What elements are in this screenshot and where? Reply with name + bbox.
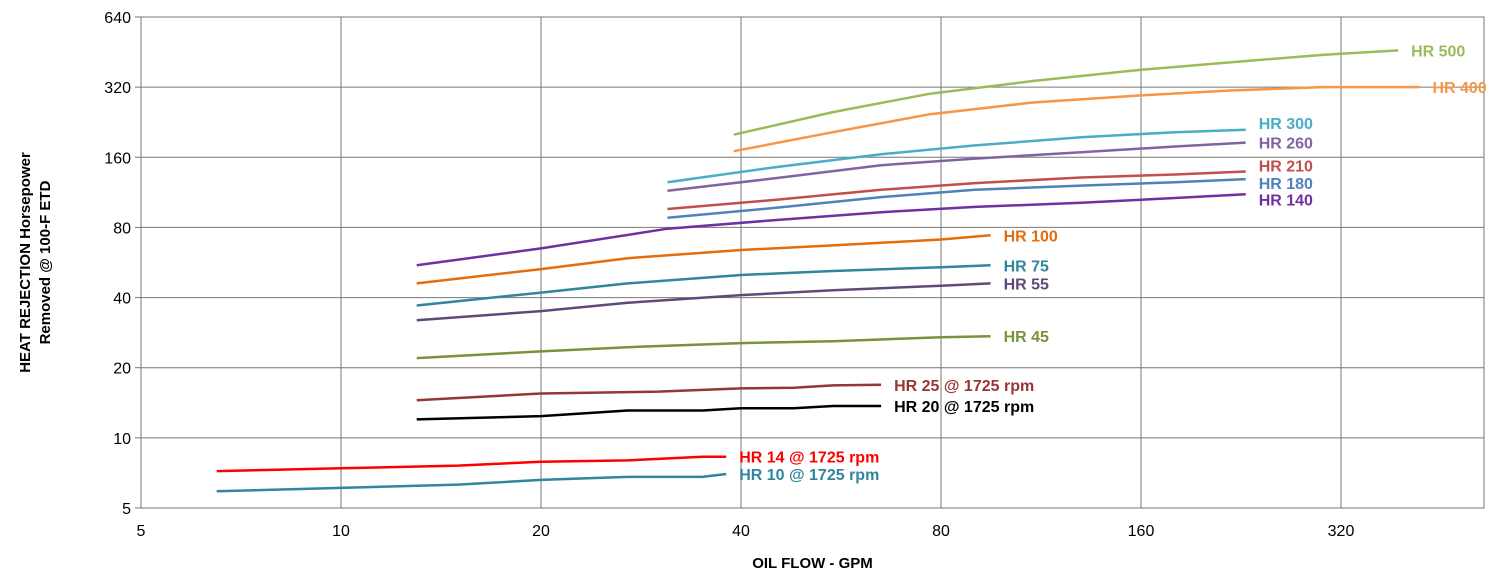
series-label-hr-10-1725-rpm: HR 10 @ 1725 rpm: [739, 467, 879, 484]
series-line-hr-25-1725-rpm: [416, 383, 882, 402]
plot-area: [140, 16, 1485, 509]
y-axis-title: HEAT REJECTION Horsepower Removed @ 100-…: [17, 152, 54, 373]
series-line-hr-210: [667, 170, 1246, 211]
x-axis-title: OIL FLOW - GPM: [752, 555, 873, 572]
series-line-hr-100: [416, 234, 991, 285]
x-tick-label: 10: [332, 523, 350, 540]
x-tick-label: 5: [137, 523, 146, 540]
series-label-hr-140: HR 140: [1259, 192, 1313, 209]
series-line-hr-10-1725-rpm: [216, 472, 727, 493]
series-line-hr-180: [667, 177, 1246, 220]
y-tick-label: 160: [104, 150, 131, 167]
x-tick-label: 20: [532, 523, 550, 540]
series-label-hr-20-1725-rpm: HR 20 @ 1725 rpm: [894, 399, 1034, 416]
series-label-hr-14-1725-rpm: HR 14 @ 1725 rpm: [739, 450, 879, 467]
series-line-hr-20-1725-rpm: [416, 404, 882, 421]
series-label-hr-400: HR 400: [1432, 80, 1486, 97]
series-label-hr-210: HR 210: [1259, 159, 1313, 176]
series-line-hr-260: [667, 141, 1246, 192]
y-tick-label: 320: [104, 80, 131, 97]
series-line-hr-45: [416, 334, 991, 360]
y-tick-label: 20: [113, 361, 131, 378]
series-label-hr-25-1725-rpm: HR 25 @ 1725 rpm: [894, 378, 1034, 395]
series-line-hr-55: [416, 282, 991, 322]
y-tick-label: 640: [104, 10, 131, 27]
series-label-hr-75: HR 75: [1004, 258, 1049, 275]
grid: [135, 16, 1484, 509]
series-label-hr-260: HR 260: [1259, 136, 1313, 153]
series-line-hr-14-1725-rpm: [216, 455, 727, 473]
series: [216, 49, 1420, 493]
x-tick-label: 80: [932, 523, 950, 540]
y-tick-label: 40: [113, 291, 131, 308]
y-tick-label: 10: [113, 431, 131, 448]
series-label-hr-500: HR 500: [1411, 43, 1465, 60]
y-axis-title-line-1: HEAT REJECTION Horsepower: [17, 152, 34, 373]
series-line-hr-75: [416, 264, 991, 307]
series-line-hr-140: [416, 193, 1246, 267]
series-line-hr-500: [733, 49, 1399, 136]
series-label-hr-300: HR 300: [1259, 116, 1313, 133]
series-label-hr-45: HR 45: [1004, 329, 1049, 346]
series-label-hr-100: HR 100: [1004, 228, 1058, 245]
x-tick-label: 320: [1328, 523, 1355, 540]
series-line-hr-400: [733, 85, 1420, 153]
y-tick-label: 5: [122, 501, 131, 518]
y-tick-labels: 5 10 20 40 80 160 320 640: [104, 10, 131, 518]
x-tick-label: 40: [732, 523, 750, 540]
x-tick-label: 160: [1128, 523, 1155, 540]
y-axis-title-line-2: Removed @ 100-F ETD: [37, 180, 54, 344]
series-label-hr-180: HR 180: [1259, 176, 1313, 193]
series-label-hr-55: HR 55: [1004, 276, 1049, 293]
x-tick-labels: 5 10 20 40 80 160 320: [137, 523, 1355, 540]
series-line-hr-300: [667, 128, 1246, 184]
y-tick-label: 80: [113, 220, 131, 237]
